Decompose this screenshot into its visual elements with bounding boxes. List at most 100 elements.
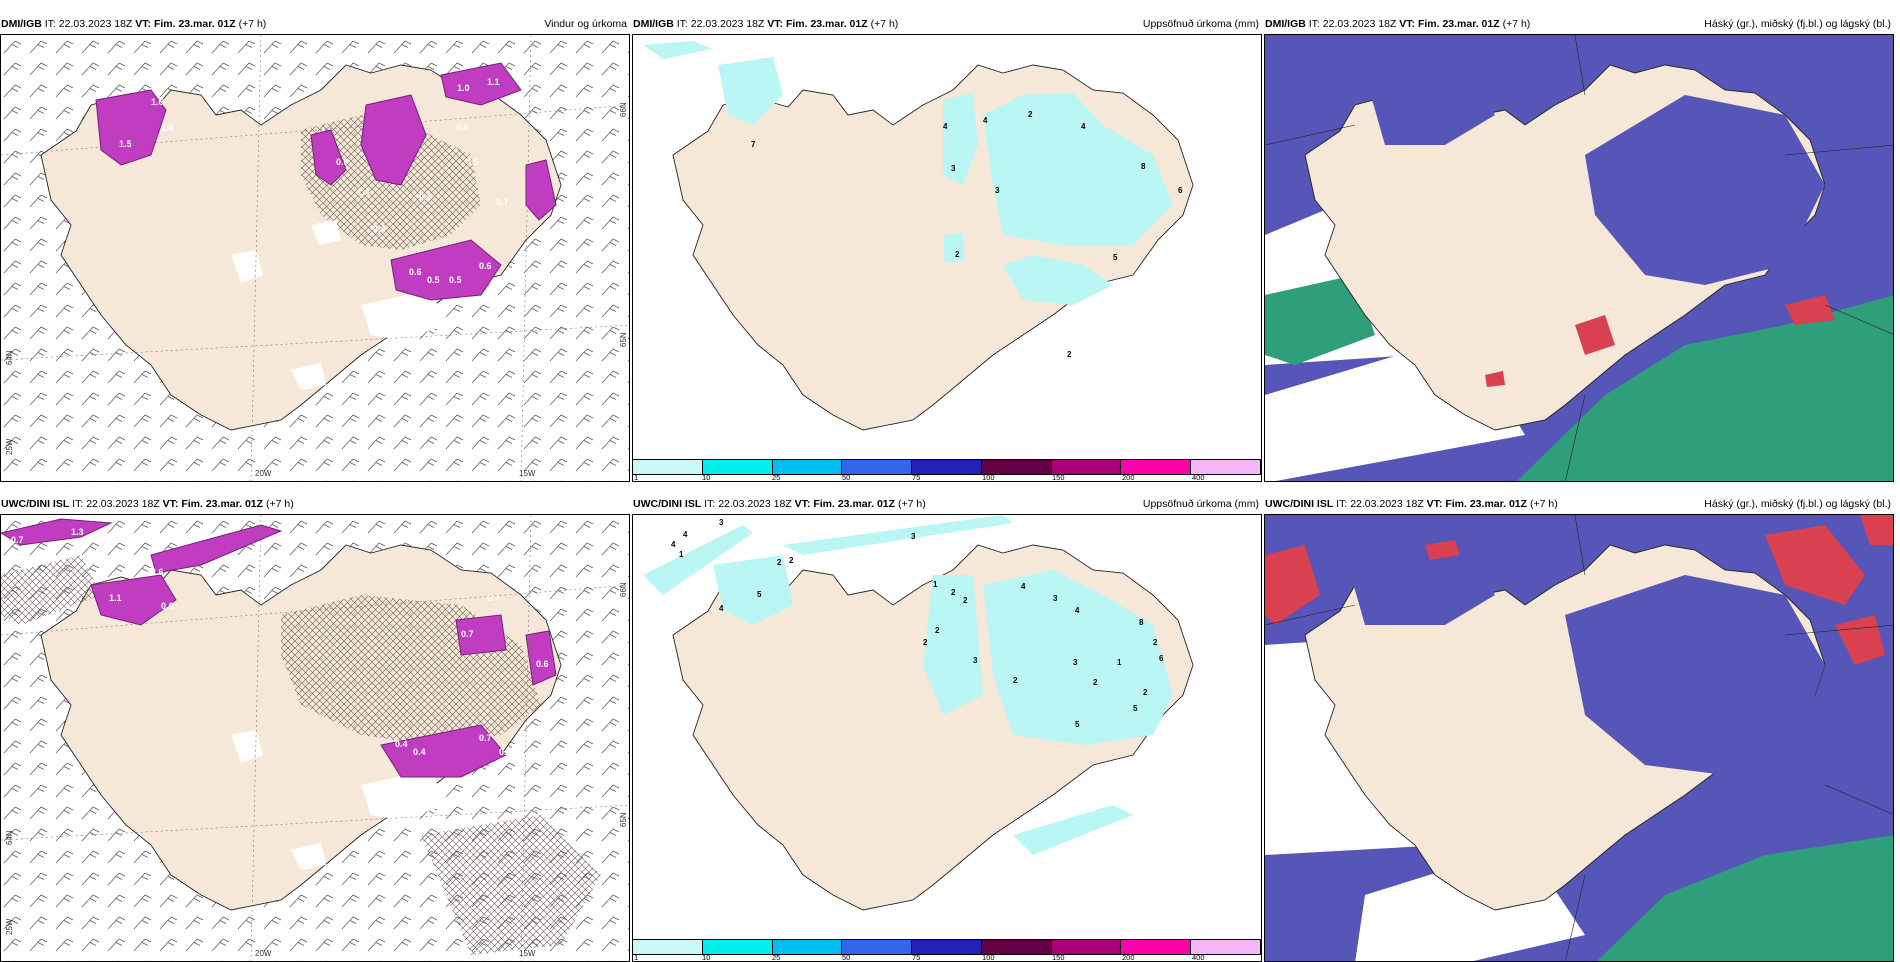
panel-dmi-wind: DMI/IGB IT: 22.03.2023 18Z VT: Fim. 23.m… [0,14,630,482]
scale-swatch [772,940,843,954]
svg-text:2: 2 [1093,678,1098,687]
tick-65n: 65N [619,812,628,827]
svg-text:1.1: 1.1 [109,593,122,603]
panel-title: Uppsöfnuð úrkoma (mm) [1142,18,1259,30]
tick-20w: 20W [255,469,272,478]
scale-label: 50 [842,953,851,962]
valid-label: VT: [1399,18,1416,30]
svg-text:0.4: 0.4 [413,747,426,757]
issue-label: IT: [72,498,84,510]
svg-text:2: 2 [1153,638,1158,647]
svg-text:4: 4 [983,116,988,125]
panel-title: Uppsöfnuð úrkoma (mm) [1142,498,1259,510]
svg-text:3: 3 [951,164,956,173]
svg-text:2: 2 [963,596,968,605]
svg-text:4: 4 [683,530,688,539]
cloud-hatch [1,555,101,625]
issue-time: 22.03.2023 18Z [690,18,765,30]
wind-precip-labels: 1.0 1.1 1.4 1.6 1.5 0.6 0.5 0.9 1.4 0.4 … [119,77,522,285]
mid-cloud-area [1585,95,1825,285]
scale-label: 1 [634,953,639,962]
lead-time: (+7 h) [238,18,267,30]
svg-text:3: 3 [995,186,1000,195]
tick-15w: 15W [519,469,536,478]
panel-uwc-precip: UWC/DINI ISL IT: 22.03.2023 18Z VT: Fim.… [632,494,1262,962]
panel-title: Vindur og úrkoma [544,18,627,30]
svg-text:0.4: 0.4 [509,267,522,277]
precip-blobs [1,518,557,778]
mid-cloud-area [1565,575,1825,775]
scale-swatch [1051,460,1122,474]
svg-text:1.3: 1.3 [71,527,84,537]
cloud-map-svg [1265,515,1893,961]
lead-time: (+7 h) [1502,18,1531,30]
svg-text:1: 1 [1117,658,1122,667]
svg-text:1.0: 1.0 [457,83,470,93]
svg-text:2: 2 [935,626,940,635]
precip-areas [643,41,1173,305]
valid-label: VT: [767,18,784,30]
precip-blobs [95,62,557,301]
lead-time: (+7 h) [897,498,926,510]
scale-label: 50 [842,473,851,482]
source-label: DMI/IGB [633,18,674,30]
scale-swatch [981,460,1052,474]
svg-text:8: 8 [1141,162,1146,171]
scale-swatch [1191,460,1261,474]
scale-label: 75 [912,953,921,962]
scale-label: 200 [1122,473,1135,482]
low-cloud-area [1835,615,1885,665]
high-cloud-area [1597,835,1893,961]
source-label: UWC/DINI ISL [1,498,70,510]
scale-label: 1 [634,473,639,482]
issue-label: IT: [1308,18,1320,30]
wind-map-svg: 0.7 1.3 2.6 1.1 0.6 0.4 0.7 0.6 0.4 0.4 … [1,515,629,961]
wind-map: 0.7 1.3 2.6 1.1 0.6 0.4 0.7 0.6 0.4 0.4 … [0,514,630,962]
graticule [1265,515,1893,961]
svg-text:4: 4 [1021,582,1026,591]
wind-precip-labels: 0.7 1.3 2.6 1.1 0.6 0.4 0.7 0.6 0.4 0.4 … [11,527,549,757]
tick-66n: 66N [619,582,628,597]
svg-text:0.6: 0.6 [409,267,422,277]
scale-label: 200 [1122,953,1135,962]
panel-uwc-wind: UWC/DINI ISL IT: 22.03.2023 18Z VT: Fim.… [0,494,630,962]
wind-map-svg: 1.0 1.1 1.4 1.6 1.5 0.6 0.5 0.9 1.4 0.4 … [1,35,629,481]
low-cloud-area [1485,371,1505,387]
panel-header: DMI/IGB IT: 22.03.2023 18Z VT: Fim. 23.m… [0,14,630,34]
svg-text:7: 7 [751,140,756,149]
precip-map: 3 4 4 1 3 2 2 5 4 1 2 2 2 2 4 3 4 8 2 3 [632,514,1262,962]
scale-swatch [633,940,703,954]
scale-swatch [633,460,703,474]
tick-20w: 20W [255,949,272,958]
valid-time: Fim. 23.mar. 01Z [1417,18,1500,30]
svg-text:0.7: 0.7 [496,197,509,207]
svg-text:2: 2 [1067,350,1072,359]
svg-text:3: 3 [1073,658,1078,667]
scale-swatch [702,460,773,474]
svg-text:1.5: 1.5 [119,139,132,149]
svg-text:2: 2 [923,638,928,647]
panel-uwc-cloud: UWC/DINI ISL IT: 22.03.2023 18Z VT: Fim.… [1264,494,1894,962]
precip-map: 7 4 4 2 4 3 3 8 6 2 5 2 [632,34,1262,482]
panel-dmi-precip: DMI/IGB IT: 22.03.2023 18Z VT: Fim. 23.m… [632,14,1262,482]
scale-bar [633,459,1261,475]
svg-text:0.4: 0.4 [395,739,408,749]
valid-label: VT: [162,498,179,510]
svg-text:2: 2 [1143,688,1148,697]
precip-map-svg: 7 4 4 2 4 3 3 8 6 2 5 2 [643,41,1194,431]
scale-bar [633,939,1261,955]
tick-64n: 64N [5,830,14,845]
low-cloud-area [1575,315,1615,355]
issue-time: 22.03.2023 18Z [1322,18,1397,30]
tick-15w: 15W [519,949,536,958]
graticule [1,515,629,961]
svg-text:4: 4 [1075,606,1080,615]
scale-swatch [912,460,982,474]
svg-text:5: 5 [1133,704,1138,713]
panel-title: Háský (gr.), miðský (fj.bl.) og lágský (… [1704,498,1891,510]
valid-time: Fim. 23.mar. 01Z [785,18,868,30]
scale-swatch [842,460,913,474]
scale-label: 10 [702,473,711,482]
low-cloud-area [1785,295,1835,325]
glaciers [231,730,446,870]
